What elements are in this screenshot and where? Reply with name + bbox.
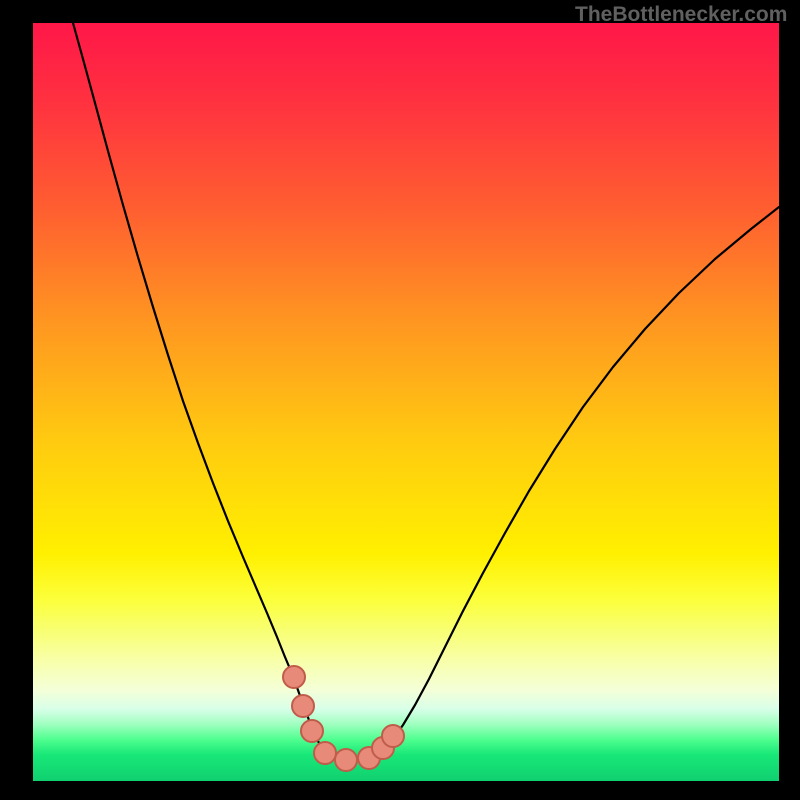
curve-marker [292,695,314,717]
chart-plot-area [33,23,779,781]
chart-svg [33,23,779,781]
watermark-text: TheBottlenecker.com [575,3,787,27]
curve-marker [283,666,305,688]
chart-background [33,23,779,781]
curve-marker [335,749,357,771]
curve-marker [314,742,336,764]
curve-marker [382,725,404,747]
curve-marker [301,720,323,742]
